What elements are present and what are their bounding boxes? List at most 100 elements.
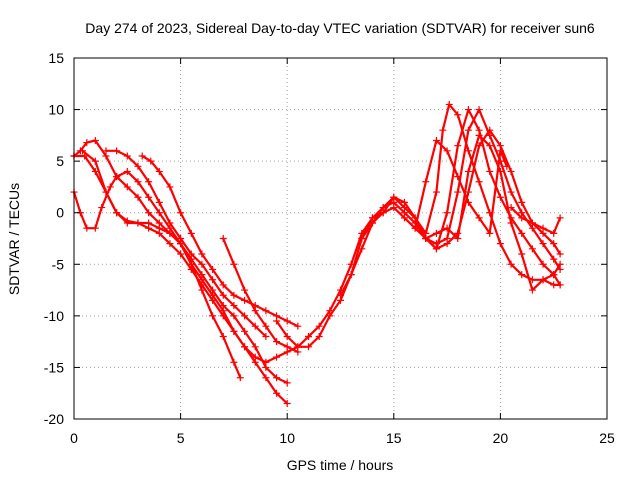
axis-ticks	[73, 57, 608, 420]
data-point	[273, 353, 281, 361]
series-arc-6	[138, 152, 302, 330]
x-tick-label: 10	[279, 430, 295, 446]
data-point	[209, 286, 217, 294]
data-point	[251, 343, 259, 351]
data-point	[496, 167, 504, 175]
data-point	[507, 219, 515, 227]
data-point	[528, 286, 536, 294]
data-point	[507, 260, 515, 268]
x-axis-label: GPS time / hours	[287, 457, 394, 473]
data-point	[347, 260, 355, 268]
data-point	[464, 198, 472, 206]
data-point	[486, 167, 494, 175]
data-point	[134, 193, 142, 201]
data-point	[556, 260, 564, 268]
series-line	[81, 149, 289, 405]
data-point	[83, 139, 91, 147]
data-point	[79, 147, 87, 155]
data-point	[347, 271, 355, 279]
data-point	[390, 204, 398, 212]
data-point	[209, 296, 217, 304]
data-point	[507, 204, 515, 212]
data-point	[219, 291, 227, 299]
data-point	[230, 302, 238, 310]
data-point	[315, 322, 323, 330]
data-point	[273, 338, 281, 346]
data-point	[475, 106, 483, 114]
data-point	[262, 332, 270, 340]
data-point	[283, 343, 291, 351]
data-point	[236, 374, 244, 382]
data-point	[518, 198, 526, 206]
data-point	[443, 240, 451, 248]
data-point	[464, 106, 472, 114]
data-point	[273, 389, 281, 397]
series-arc-12	[411, 137, 511, 237]
y-tick-label: -5	[52, 256, 65, 272]
data-point	[507, 167, 515, 175]
data-point	[507, 188, 515, 196]
chart-title: Day 274 of 2023, Sidereal Day-to-day VTE…	[85, 20, 595, 36]
data-point	[443, 224, 451, 232]
data-point	[187, 265, 195, 273]
data-point	[166, 229, 174, 237]
data-point	[123, 152, 131, 160]
data-point	[155, 229, 163, 237]
data-series	[70, 100, 564, 408]
data-point	[528, 219, 536, 227]
data-point	[198, 281, 206, 289]
data-point	[518, 250, 526, 258]
data-point	[454, 173, 462, 181]
data-point	[145, 178, 153, 186]
data-point	[134, 219, 142, 227]
x-tick-label: 5	[177, 430, 185, 446]
series-arc-13	[422, 131, 564, 294]
data-point	[147, 157, 155, 165]
data-point	[241, 286, 249, 294]
data-point	[177, 209, 185, 217]
data-point	[556, 281, 564, 289]
data-point	[539, 224, 547, 232]
y-tick-label: 0	[56, 205, 64, 221]
data-point	[528, 245, 536, 253]
data-point	[432, 245, 440, 253]
data-point	[241, 312, 249, 320]
data-point	[123, 183, 131, 191]
data-point	[379, 209, 387, 217]
data-point	[432, 229, 440, 237]
data-point	[187, 229, 195, 237]
data-point	[209, 265, 217, 273]
data-point	[294, 322, 302, 330]
series-arc-4	[79, 147, 291, 408]
data-point	[539, 240, 547, 248]
data-point	[315, 332, 323, 340]
data-point	[241, 327, 249, 335]
series-arc-14	[507, 204, 564, 237]
data-point	[518, 214, 526, 222]
data-point	[518, 271, 526, 279]
data-point	[262, 307, 270, 315]
series-arc-10	[337, 106, 564, 299]
data-point	[106, 183, 114, 191]
series-line	[104, 149, 267, 338]
data-point	[432, 188, 440, 196]
data-point	[91, 167, 99, 175]
data-point	[230, 312, 238, 320]
x-tick-label: 15	[386, 430, 402, 446]
y-tick-label: 15	[48, 50, 64, 66]
data-point	[475, 214, 483, 222]
data-point	[155, 167, 163, 175]
data-point	[445, 100, 453, 108]
data-point	[91, 224, 99, 232]
data-point	[177, 250, 185, 258]
data-point	[550, 240, 558, 248]
data-point	[550, 271, 558, 279]
data-point	[198, 271, 206, 279]
y-tick-label: 10	[48, 102, 64, 118]
data-point	[305, 343, 313, 351]
data-point	[518, 229, 526, 237]
data-point	[145, 209, 153, 217]
data-point	[273, 317, 281, 325]
data-point	[91, 157, 99, 165]
series-line	[424, 134, 562, 292]
